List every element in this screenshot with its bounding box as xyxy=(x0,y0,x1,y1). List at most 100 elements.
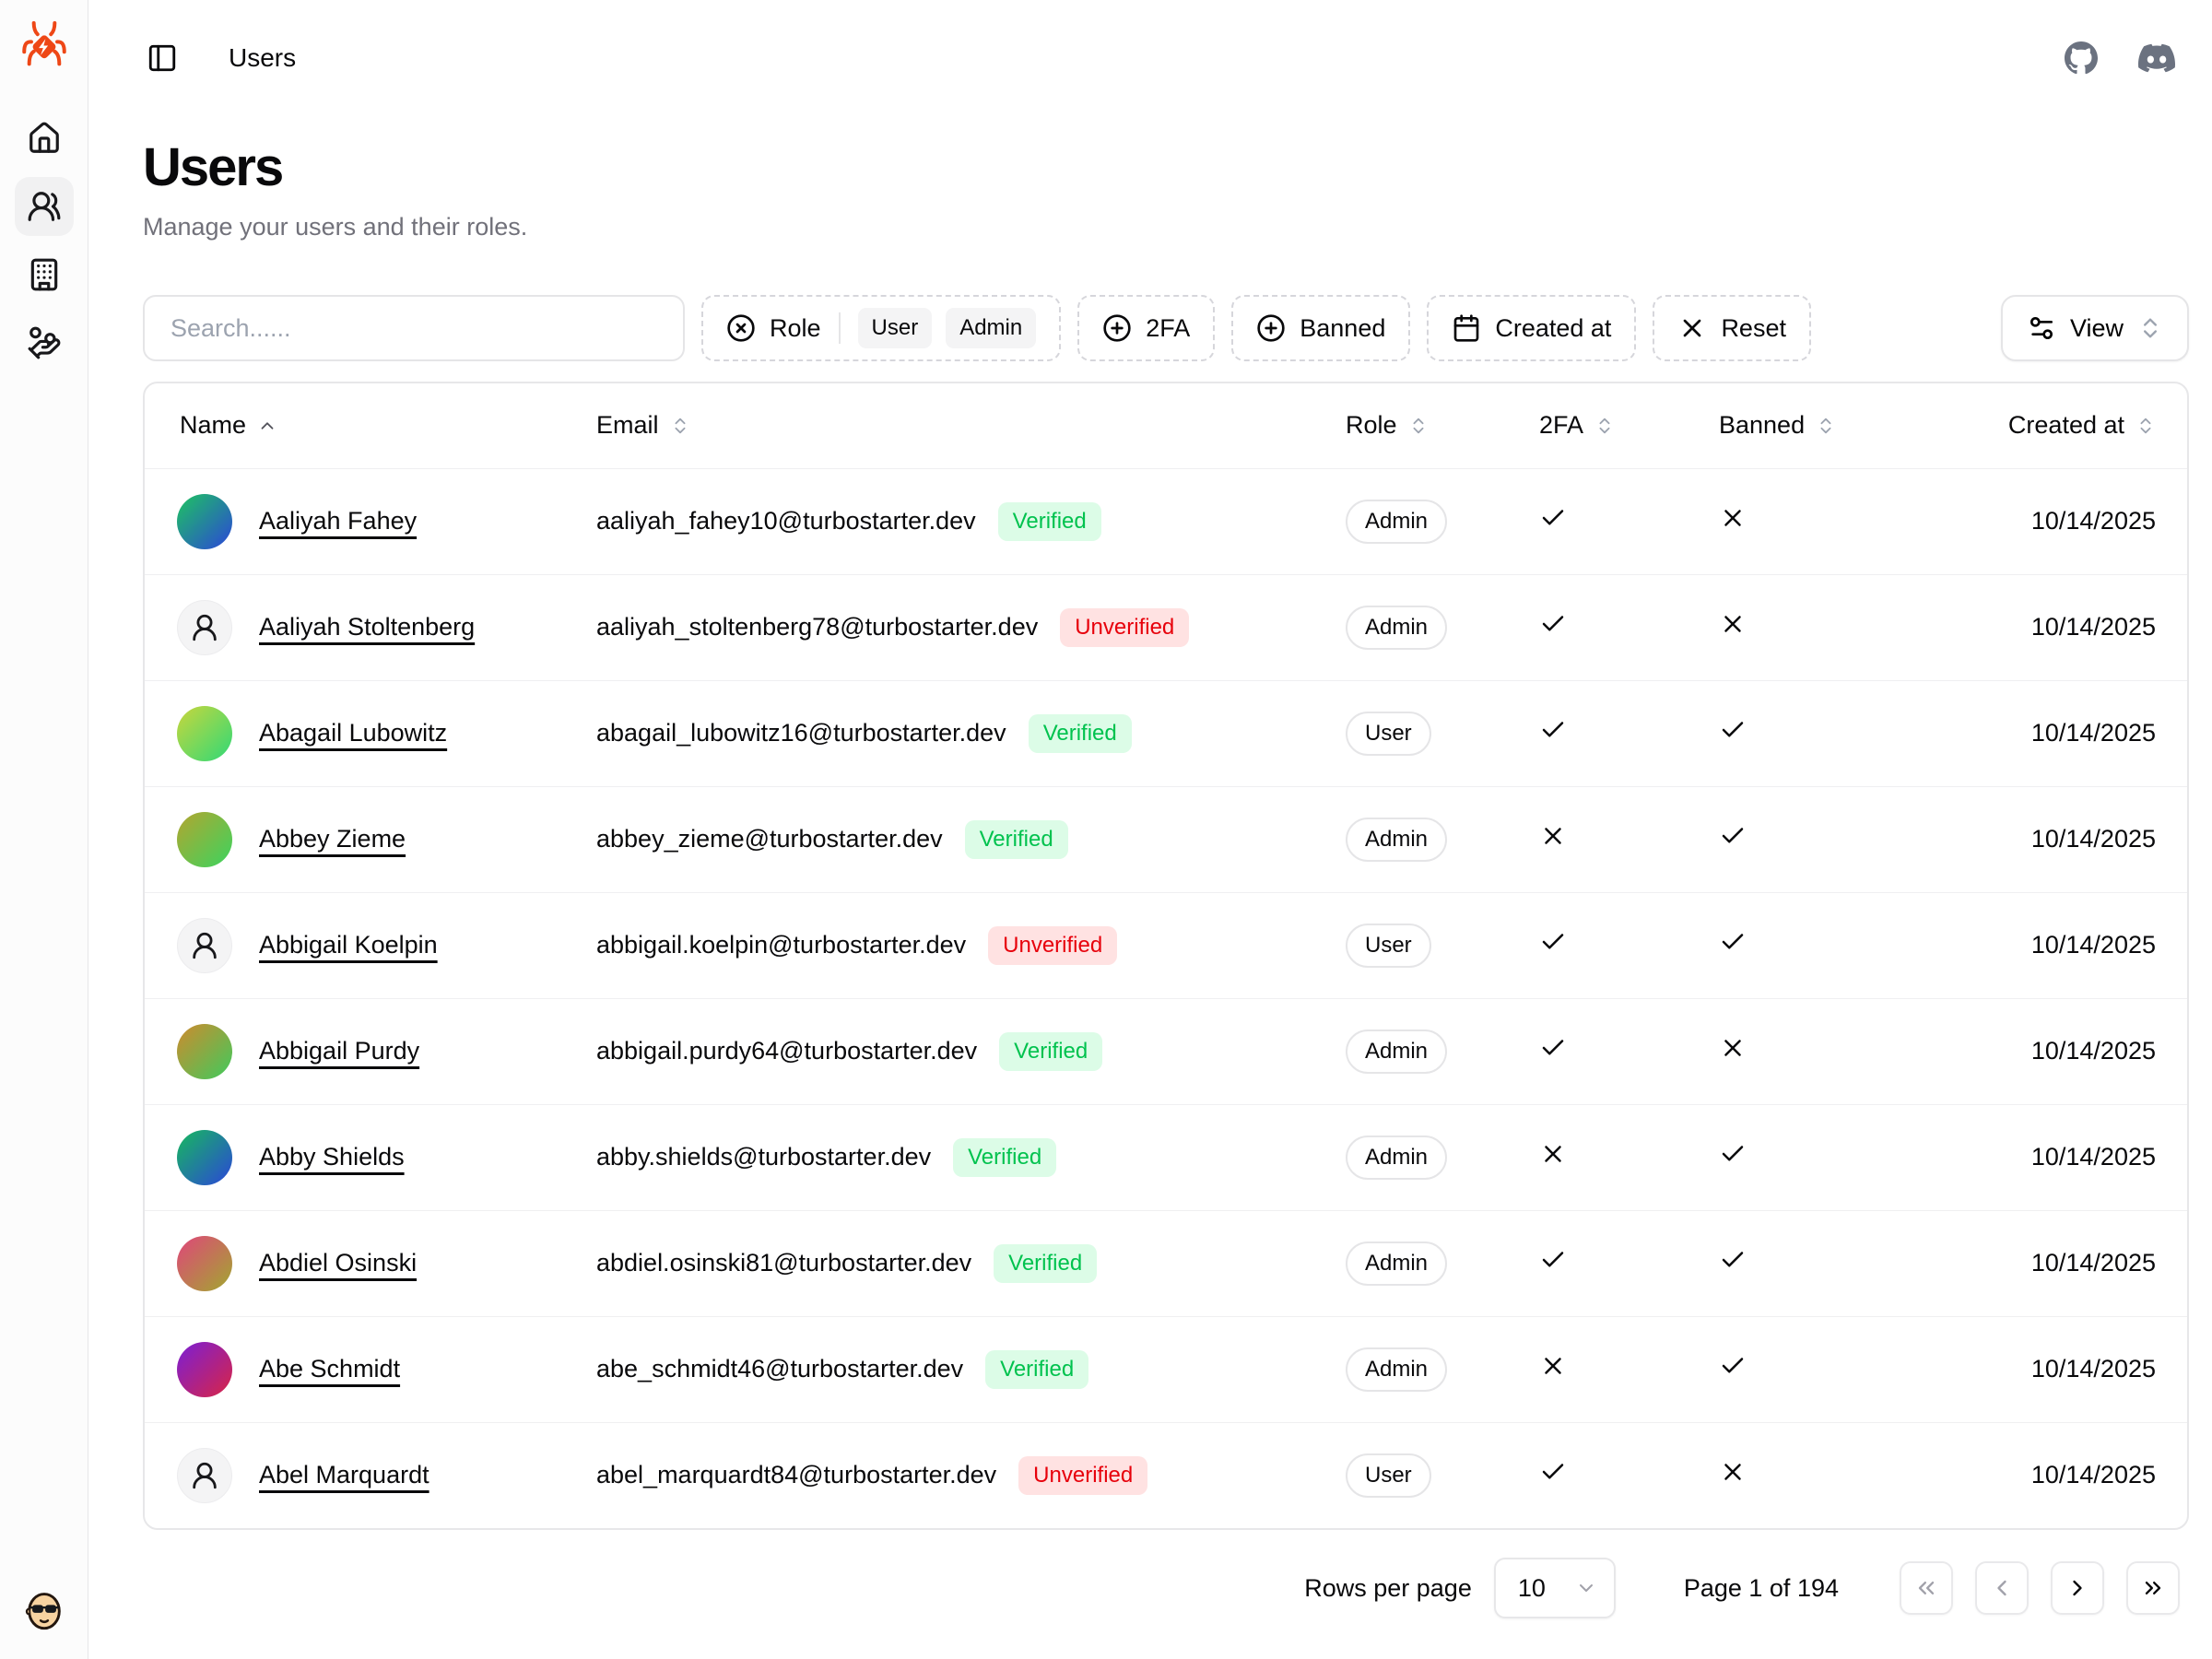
rows-per-page-label: Rows per page xyxy=(1304,1573,1472,1602)
twofa-cell xyxy=(1523,1316,1702,1422)
email-status-badge: Verified xyxy=(985,1349,1089,1389)
user-email: aaliyah_stoltenberg78@turbostarter.dev xyxy=(596,613,1039,641)
created-at-filter-button[interactable]: Created at xyxy=(1427,295,1637,361)
current-user-avatar[interactable] xyxy=(19,1585,69,1635)
column-header-created-at[interactable]: Created at xyxy=(1882,411,2156,440)
user-email: abdiel.osinski81@turbostarter.dev xyxy=(596,1249,972,1277)
check-icon xyxy=(1722,1146,1744,1161)
role-badge: Admin xyxy=(1346,817,1448,862)
user-email: abagail_lubowitz16@turbostarter.dev xyxy=(596,719,1006,747)
user-name-link[interactable]: Abdiel Osinski xyxy=(259,1249,418,1277)
avatar xyxy=(177,705,232,761)
next-page-button[interactable] xyxy=(2051,1561,2104,1615)
check-icon xyxy=(1542,1464,1564,1479)
table-row[interactable]: Abbey Zieme abbey_zieme@turbostarter.dev… xyxy=(145,786,2187,892)
discord-link[interactable] xyxy=(2138,40,2175,76)
user-name-link[interactable]: Aaliyah Fahey xyxy=(259,507,418,535)
column-header-role[interactable]: Role xyxy=(1346,411,1523,440)
previous-page-button[interactable] xyxy=(1975,1561,2029,1615)
avatar xyxy=(177,917,232,973)
sidebar-item-users[interactable] xyxy=(14,177,74,236)
role-badge: Admin xyxy=(1346,499,1448,544)
first-page-button[interactable] xyxy=(1900,1561,1953,1615)
view-options-label: View xyxy=(2069,313,2124,342)
role-badge: User xyxy=(1346,1453,1431,1498)
page-content: Users Manage your users and their roles.… xyxy=(88,116,2212,1659)
last-page-button[interactable] xyxy=(2126,1561,2180,1615)
check-icon xyxy=(1542,934,1564,949)
table-row[interactable]: Abe Schmidt abe_schmidt46@turbostarter.d… xyxy=(145,1316,2187,1422)
brand-logo[interactable] xyxy=(18,18,71,72)
pagination-buttons xyxy=(1900,1561,2180,1615)
created-at: 10/14/2025 xyxy=(2030,1249,2156,1277)
column-header-2fa[interactable]: 2FA xyxy=(1539,411,1702,440)
banned-cell xyxy=(1702,1104,1882,1210)
table-row[interactable]: Abbigail Koelpin abbigail.koelpin@turbos… xyxy=(145,892,2187,998)
role-badge: Admin xyxy=(1346,1241,1448,1286)
chevron-up-icon xyxy=(261,422,274,429)
reset-filters-button[interactable]: Reset xyxy=(1653,295,1811,361)
topbar: Users xyxy=(88,0,2212,116)
avatar xyxy=(177,1023,232,1079)
sidebar-item-hand-coins[interactable] xyxy=(15,313,74,372)
role-badge: Admin xyxy=(1346,1347,1448,1392)
main-area: Users Users Manage your users and their … xyxy=(88,0,2212,1659)
created-at: 10/14/2025 xyxy=(2030,1037,2156,1065)
table-body: Aaliyah Fahey aaliyah_fahey10@turbostart… xyxy=(145,468,2187,1528)
twofa-cell xyxy=(1523,574,1702,680)
role-badge: Admin xyxy=(1346,605,1448,650)
check-icon xyxy=(1542,510,1564,525)
sidebar xyxy=(0,0,88,1659)
table-header-row: Name Email Role xyxy=(145,383,2187,468)
table-row[interactable]: Abagail Lubowitz abagail_lubowitz16@turb… xyxy=(145,680,2187,786)
pagination: Rows per page 10 Page 1 of 194 xyxy=(143,1558,2189,1618)
avatar xyxy=(177,1129,232,1185)
avatar xyxy=(177,1341,232,1397)
column-header-name[interactable]: Name xyxy=(180,411,587,440)
user-name-link[interactable]: Abel Marquardt xyxy=(259,1461,429,1489)
sidebar-item-building[interactable] xyxy=(15,245,74,304)
view-options-button[interactable]: View xyxy=(2000,295,2189,361)
twofa-cell xyxy=(1523,1422,1702,1528)
rows-per-page-select[interactable]: 10 xyxy=(1493,1558,1616,1618)
avatar xyxy=(177,1447,232,1503)
users-table-card: Name Email Role xyxy=(143,382,2189,1530)
twofa-filter-button[interactable]: 2FA xyxy=(1077,295,1216,361)
user-name-link[interactable]: Abby Shields xyxy=(259,1143,405,1171)
sidebar-item-home[interactable] xyxy=(15,109,74,168)
table-row[interactable]: Abby Shields abby.shields@turbostarter.d… xyxy=(145,1104,2187,1210)
banned-cell xyxy=(1702,1316,1882,1422)
table-row[interactable]: Abel Marquardt abel_marquardt84@turbosta… xyxy=(145,1422,2187,1528)
column-header-email[interactable]: Email xyxy=(596,411,1338,440)
user-email: abby.shields@turbostarter.dev xyxy=(596,1143,932,1171)
table-row[interactable]: Abdiel Osinski abdiel.osinski81@turbosta… xyxy=(145,1210,2187,1316)
created-at: 10/14/2025 xyxy=(2030,1143,2156,1171)
github-link[interactable] xyxy=(2065,41,2098,75)
table-row[interactable]: Aaliyah Stoltenberg aaliyah_stoltenberg7… xyxy=(145,574,2187,680)
role-filter-value-admin: Admin xyxy=(946,308,1037,348)
user-name-link[interactable]: Abbigail Koelpin xyxy=(259,931,438,959)
github-icon xyxy=(2065,41,2098,75)
divider xyxy=(838,312,841,344)
role-badge: User xyxy=(1346,711,1431,756)
banned-filter-button[interactable]: Banned xyxy=(1231,295,1411,361)
table-row[interactable]: Aaliyah Fahey aaliyah_fahey10@turbostart… xyxy=(145,468,2187,574)
email-status-badge: Verified xyxy=(994,1243,1098,1283)
users-icon xyxy=(28,192,60,221)
chevrons-up-down-icon xyxy=(675,418,686,433)
table-row[interactable]: Abbigail Purdy abbigail.purdy64@turbosta… xyxy=(145,998,2187,1104)
role-filter-button[interactable]: Role User Admin xyxy=(701,295,1062,361)
search-input[interactable] xyxy=(143,295,685,361)
user-name-link[interactable]: Abbey Zieme xyxy=(259,825,406,853)
user-name-link[interactable]: Abbigail Purdy xyxy=(259,1037,420,1065)
user-name-link[interactable]: Aaliyah Stoltenberg xyxy=(259,613,476,641)
user-name-link[interactable]: Abagail Lubowitz xyxy=(259,719,448,747)
user-name-link[interactable]: Abe Schmidt xyxy=(259,1355,401,1382)
sidebar-toggle-button[interactable] xyxy=(140,36,184,80)
check-icon xyxy=(1542,1040,1564,1055)
user-round-icon xyxy=(193,932,217,959)
calendar-icon xyxy=(1454,314,1479,342)
circle-plus-icon xyxy=(1103,314,1131,342)
column-header-banned[interactable]: Banned xyxy=(1719,411,1882,440)
